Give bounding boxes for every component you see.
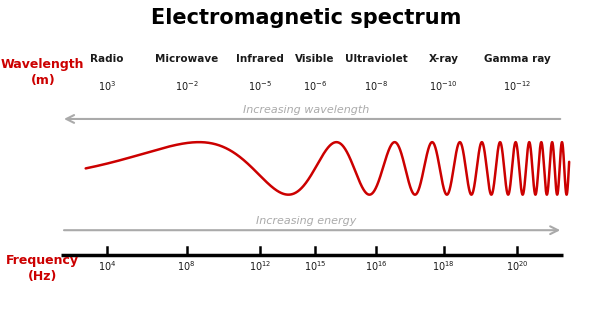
Text: 10$^{-2}$: 10$^{-2}$	[175, 80, 198, 93]
Text: X-ray: X-ray	[428, 54, 459, 64]
Text: Increasing wavelength: Increasing wavelength	[243, 105, 369, 115]
Text: Radio: Radio	[91, 54, 124, 64]
Text: Increasing energy: Increasing energy	[256, 216, 356, 226]
Text: 10$^{12}$: 10$^{12}$	[249, 260, 271, 273]
Text: Microwave: Microwave	[155, 54, 218, 64]
Text: Ultraviolet: Ultraviolet	[345, 54, 408, 64]
Text: 10$^{15}$: 10$^{15}$	[304, 260, 326, 273]
Text: 10$^{16}$: 10$^{16}$	[365, 260, 388, 273]
Text: Infrared: Infrared	[236, 54, 284, 64]
Text: Wavelength
(m): Wavelength (m)	[1, 58, 84, 87]
Text: 10$^{18}$: 10$^{18}$	[432, 260, 455, 273]
Text: 10$^{-6}$: 10$^{-6}$	[303, 80, 327, 93]
Text: 10$^{-5}$: 10$^{-5}$	[248, 80, 272, 93]
Text: 10$^{3}$: 10$^{3}$	[98, 80, 116, 93]
Text: 10$^{-12}$: 10$^{-12}$	[503, 80, 531, 93]
Text: 10$^{20}$: 10$^{20}$	[506, 260, 529, 273]
Text: Gamma ray: Gamma ray	[483, 54, 551, 64]
Text: Electromagnetic spectrum: Electromagnetic spectrum	[151, 8, 461, 28]
Text: Frequency
(Hz): Frequency (Hz)	[6, 254, 80, 283]
Text: Visible: Visible	[296, 54, 335, 64]
Text: 10$^{-8}$: 10$^{-8}$	[364, 80, 389, 93]
Text: 10$^{4}$: 10$^{4}$	[98, 260, 116, 273]
Text: 10$^{8}$: 10$^{8}$	[177, 260, 196, 273]
Text: 10$^{-10}$: 10$^{-10}$	[430, 80, 458, 93]
